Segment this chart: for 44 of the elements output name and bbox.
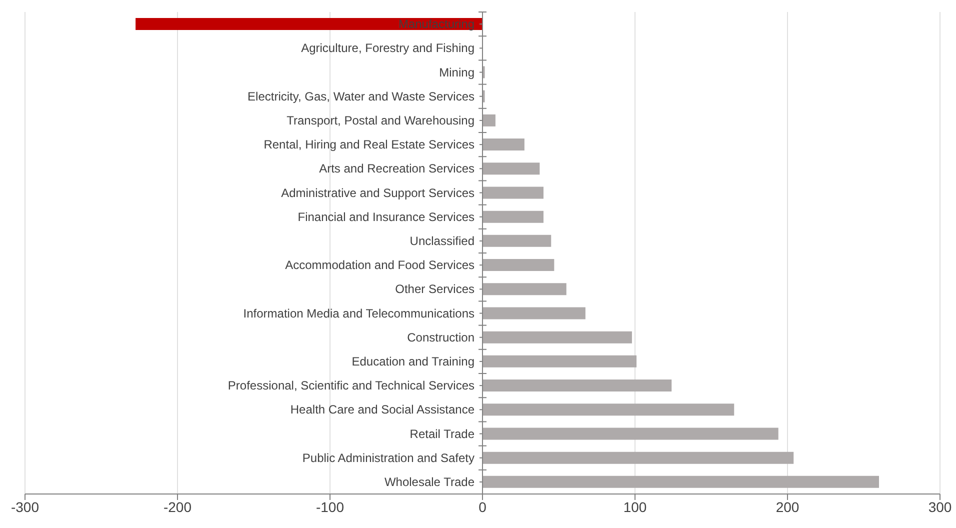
y-tick-label: Public Administration and Safety xyxy=(302,450,474,465)
y-tick-label: Arts and Recreation Services xyxy=(319,162,474,176)
x-tick-label: -300 xyxy=(10,498,40,515)
y-tick-label: Wholesale Trade xyxy=(384,474,475,489)
bar xyxy=(482,380,672,392)
y-tick-label: Manufacturing xyxy=(398,17,474,32)
y-tick-label: Accommodation and Food Services xyxy=(285,258,474,272)
x-tick-label: 300 xyxy=(928,498,952,515)
bar xyxy=(482,476,879,488)
y-tick-label: Professional, Scientific and Technical Services xyxy=(228,378,474,393)
x-tick-label: 0 xyxy=(478,498,487,515)
bar xyxy=(482,259,554,272)
bar xyxy=(482,210,544,223)
bar xyxy=(482,331,632,344)
y-tick-label: Transport, Postal and Warehousing xyxy=(286,113,474,128)
x-tick-label: -100 xyxy=(316,498,344,515)
bar xyxy=(482,283,566,296)
y-tick-label: Electricity, Gas, Water and Waste Services xyxy=(248,89,474,104)
x-tick-label: -200 xyxy=(163,498,192,515)
bar xyxy=(482,404,734,416)
y-tick-label: Financial and Insurance Services xyxy=(298,210,474,224)
y-tick-label: Construction xyxy=(407,330,474,344)
y-tick-label: Mining xyxy=(439,65,474,80)
bar xyxy=(482,428,778,440)
y-tick-label: Education and Training xyxy=(352,354,474,368)
bar xyxy=(482,307,586,320)
bar xyxy=(482,355,637,368)
y-tick-label: Other Services xyxy=(395,282,474,296)
bar xyxy=(482,114,496,126)
x-tick-label: 200 xyxy=(776,498,800,515)
y-tick-label: Rental, Hiring and Real Estate Services xyxy=(264,138,474,152)
x-tick-label: 100 xyxy=(623,498,647,515)
y-tick-label: Unclassified xyxy=(410,234,474,248)
y-tick-label: Information Media and Telecommunications xyxy=(243,306,474,320)
bar xyxy=(482,234,552,247)
bar xyxy=(482,138,524,151)
y-tick-label: Retail Trade xyxy=(410,426,475,441)
y-tick-label: Agriculture, Forestry and Fishing xyxy=(301,41,474,56)
bar xyxy=(136,18,482,30)
y-tick-label: Health Care and Social Assistance xyxy=(290,402,475,417)
bar xyxy=(482,452,794,464)
bar xyxy=(482,162,540,175)
y-tick-label: Administrative and Support Services xyxy=(281,186,474,200)
bar xyxy=(482,186,544,199)
